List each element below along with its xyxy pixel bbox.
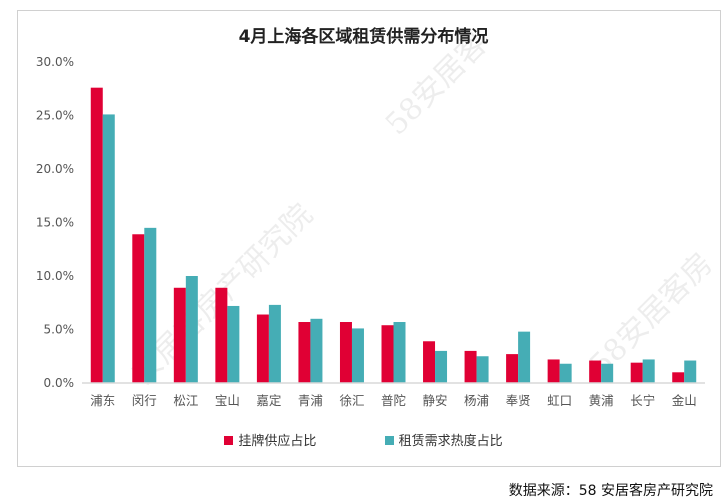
bar-demand — [144, 227, 157, 383]
bar-supply — [630, 362, 643, 383]
chart-title: 4月上海各区域租赁供需分布情况 — [238, 27, 489, 47]
x-tick-label: 青浦 — [298, 393, 323, 408]
legend-item-supply: 挂牌供应占比 — [224, 430, 316, 449]
bar-supply — [298, 322, 311, 383]
source-note: 数据来源：58 安居客房产研究院 — [508, 483, 713, 499]
y-tick-label: 20.0% — [36, 162, 74, 176]
x-tick-label: 杨浦 — [464, 393, 489, 408]
bar-demand — [518, 331, 531, 383]
bar-demand — [684, 360, 697, 383]
x-tick-label: 宝山 — [215, 393, 240, 408]
bar-supply — [464, 350, 477, 383]
x-tick-label: 奉贤 — [506, 393, 531, 408]
bar-supply — [672, 372, 685, 383]
x-tick-label: 静安 — [423, 393, 448, 408]
bar-supply — [547, 359, 560, 383]
x-tick-label: 嘉定 — [256, 393, 281, 408]
bar-demand — [393, 322, 406, 383]
bar-demand — [435, 350, 448, 383]
bar-supply — [173, 287, 186, 383]
x-tick-label: 黄浦 — [589, 393, 614, 408]
bar-supply — [90, 87, 103, 384]
x-tick-label: 虹口 — [547, 393, 572, 408]
bar-demand — [227, 305, 240, 383]
bar-supply — [132, 234, 145, 383]
legend: 挂牌供应占比 租赁需求热度占比 — [0, 430, 727, 449]
x-tick-label: 金山 — [672, 393, 697, 408]
x-tick-label: 松江 — [173, 393, 198, 408]
bar-demand — [476, 356, 489, 383]
bar-supply — [423, 341, 436, 383]
chart-frame — [17, 10, 721, 467]
legend-swatch — [224, 436, 234, 445]
y-tick-label: 5.0% — [44, 323, 75, 337]
bar-demand — [310, 318, 323, 383]
x-tick-label: 普陀 — [381, 393, 406, 408]
y-tick-label: 0.0% — [44, 376, 75, 390]
y-tick-label: 25.0% — [36, 109, 74, 123]
bar-demand — [601, 363, 614, 383]
legend-item-demand: 租赁需求热度占比 — [384, 430, 503, 449]
x-tick-label: 闵行 — [132, 393, 157, 408]
x-tick-label: 浦东 — [90, 393, 115, 408]
x-tick-label: 长宁 — [630, 393, 655, 408]
bar-demand — [351, 328, 364, 383]
y-tick-label: 30.0% — [36, 55, 74, 69]
bar-demand — [268, 304, 281, 383]
bar-supply — [215, 287, 228, 383]
bar-supply — [381, 325, 394, 383]
x-tick-label: 徐汇 — [339, 393, 364, 408]
y-tick-label: 10.0% — [36, 269, 74, 283]
bar-demand — [185, 276, 198, 383]
bar-supply — [256, 314, 269, 383]
legend-label: 租赁需求热度占比 — [398, 434, 503, 449]
bar-supply — [339, 322, 352, 383]
bar-supply — [589, 360, 602, 383]
bar-demand — [642, 359, 655, 383]
bar-demand — [559, 363, 572, 383]
bar-demand — [102, 114, 115, 384]
bar-supply — [506, 354, 519, 383]
legend-swatch — [384, 436, 394, 445]
legend-label: 挂牌供应占比 — [238, 434, 317, 449]
y-tick-label: 15.0% — [36, 216, 74, 230]
